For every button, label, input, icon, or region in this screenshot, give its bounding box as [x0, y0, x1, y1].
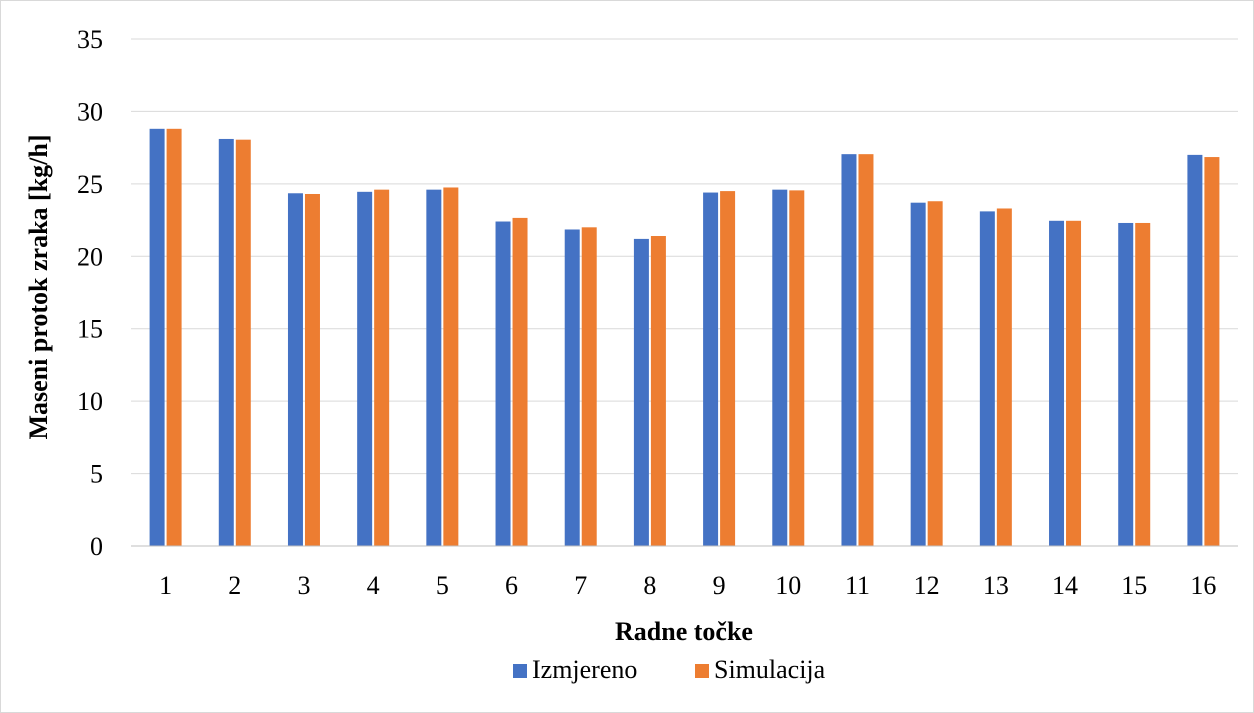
x-tick-label: 13	[983, 571, 1009, 600]
bar-izmjereno-4	[357, 191, 373, 546]
bar-izmjereno-6	[495, 221, 511, 546]
bar-izmjereno-3	[287, 193, 303, 546]
bar-simulacija-4	[374, 189, 390, 546]
legend-swatch	[695, 664, 709, 678]
x-tick-label: 3	[297, 571, 310, 600]
bar-simulacija-13	[996, 208, 1012, 547]
bar-izmjereno-16	[1187, 154, 1203, 546]
y-axis-ticks: 0 5 10 15 20 25 30 35	[77, 25, 103, 561]
bar-simulacija-12	[927, 201, 943, 547]
x-axis-title: Radne točke	[615, 617, 753, 646]
y-tick-label: 25	[77, 170, 103, 199]
y-tick-label: 5	[90, 460, 103, 489]
bar-simulacija-11	[858, 154, 874, 546]
bar-izmjereno-7	[564, 229, 580, 547]
bar-izmjereno-12	[910, 202, 926, 546]
bar-izmjereno-9	[703, 192, 719, 546]
x-tick-label: 8	[643, 571, 656, 600]
x-tick-label: 9	[713, 571, 726, 600]
y-tick-label: 35	[77, 25, 103, 54]
bar-simulacija-5	[443, 187, 459, 546]
x-tick-label: 15	[1121, 571, 1147, 600]
legend: Izmjereno Simulacija	[513, 655, 826, 684]
bar-simulacija-16	[1204, 157, 1220, 546]
bar-simulacija-6	[512, 217, 528, 547]
x-tick-label: 10	[775, 571, 801, 600]
bar-izmjereno-15	[1118, 222, 1134, 546]
bars	[149, 128, 1220, 547]
x-tick-label: 2	[228, 571, 241, 600]
x-axis-ticks: 1 2 3 4 5 6 7 8 9 10 11 12 13 14 15 16	[159, 571, 1216, 600]
bar-izmjereno-2	[218, 138, 234, 547]
x-tick-label: 11	[845, 571, 870, 600]
bar-izmjereno-11	[841, 154, 857, 546]
legend-label: Izmjereno	[532, 655, 637, 684]
x-tick-label: 7	[574, 571, 587, 600]
bar-izmjereno-10	[772, 189, 788, 546]
legend-swatch	[513, 664, 527, 678]
x-tick-label: 4	[367, 571, 380, 600]
bar-simulacija-1	[166, 128, 182, 546]
bar-izmjereno-5	[426, 189, 442, 546]
y-tick-label: 30	[77, 97, 103, 126]
bar-izmjereno-8	[633, 238, 649, 546]
y-tick-label: 10	[77, 387, 103, 416]
legend-label: Simulacija	[714, 655, 826, 684]
x-tick-label: 12	[914, 571, 940, 600]
bar-simulacija-10	[789, 190, 805, 546]
x-tick-label: 6	[505, 571, 518, 600]
bar-simulacija-7	[581, 227, 597, 547]
y-tick-label: 15	[77, 315, 103, 344]
bar-izmjereno-13	[979, 211, 995, 546]
bar-simulacija-14	[1066, 220, 1082, 546]
bar-simulacija-15	[1135, 222, 1151, 546]
y-tick-label: 0	[90, 532, 103, 561]
bar-simulacija-8	[650, 236, 666, 546]
y-axis-title: Maseni protok zraka [kg/h]	[24, 134, 53, 439]
bar-simulacija-2	[235, 139, 251, 546]
bar-simulacija-9	[720, 191, 736, 546]
x-tick-label: 5	[436, 571, 449, 600]
y-tick-label: 20	[77, 242, 103, 271]
bar-izmjereno-14	[1049, 220, 1065, 546]
x-tick-label: 1	[159, 571, 172, 600]
bar-izmjereno-1	[149, 128, 165, 546]
bar-simulacija-3	[304, 193, 320, 547]
x-tick-label: 16	[1190, 571, 1216, 600]
x-tick-label: 14	[1052, 571, 1078, 600]
